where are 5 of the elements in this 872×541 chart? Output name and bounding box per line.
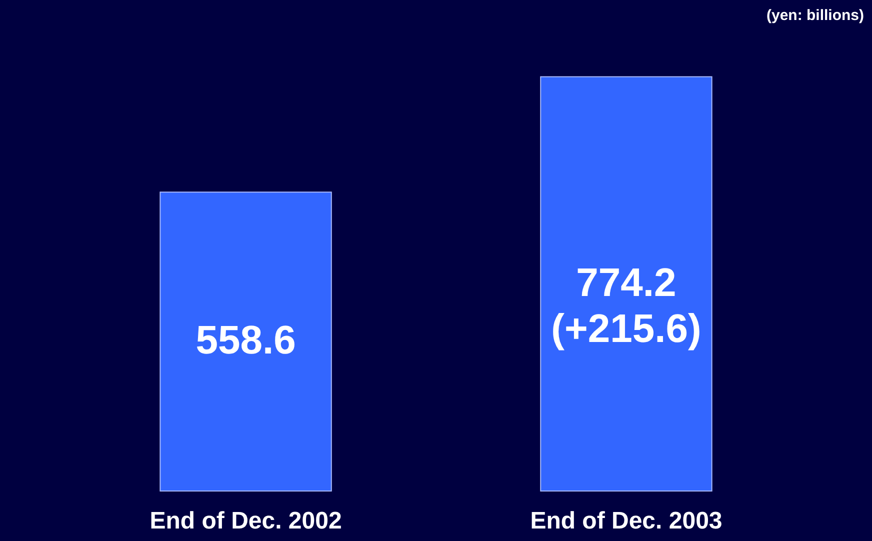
data-label: 558.6 (196, 318, 296, 363)
data-label: 774.2 (+215.6) (551, 260, 702, 351)
x-tick-label: End of Dec. 2002 (150, 508, 342, 534)
x-tick-label: End of Dec. 2003 (530, 508, 722, 534)
text: (yen: billions) (766, 7, 864, 24)
